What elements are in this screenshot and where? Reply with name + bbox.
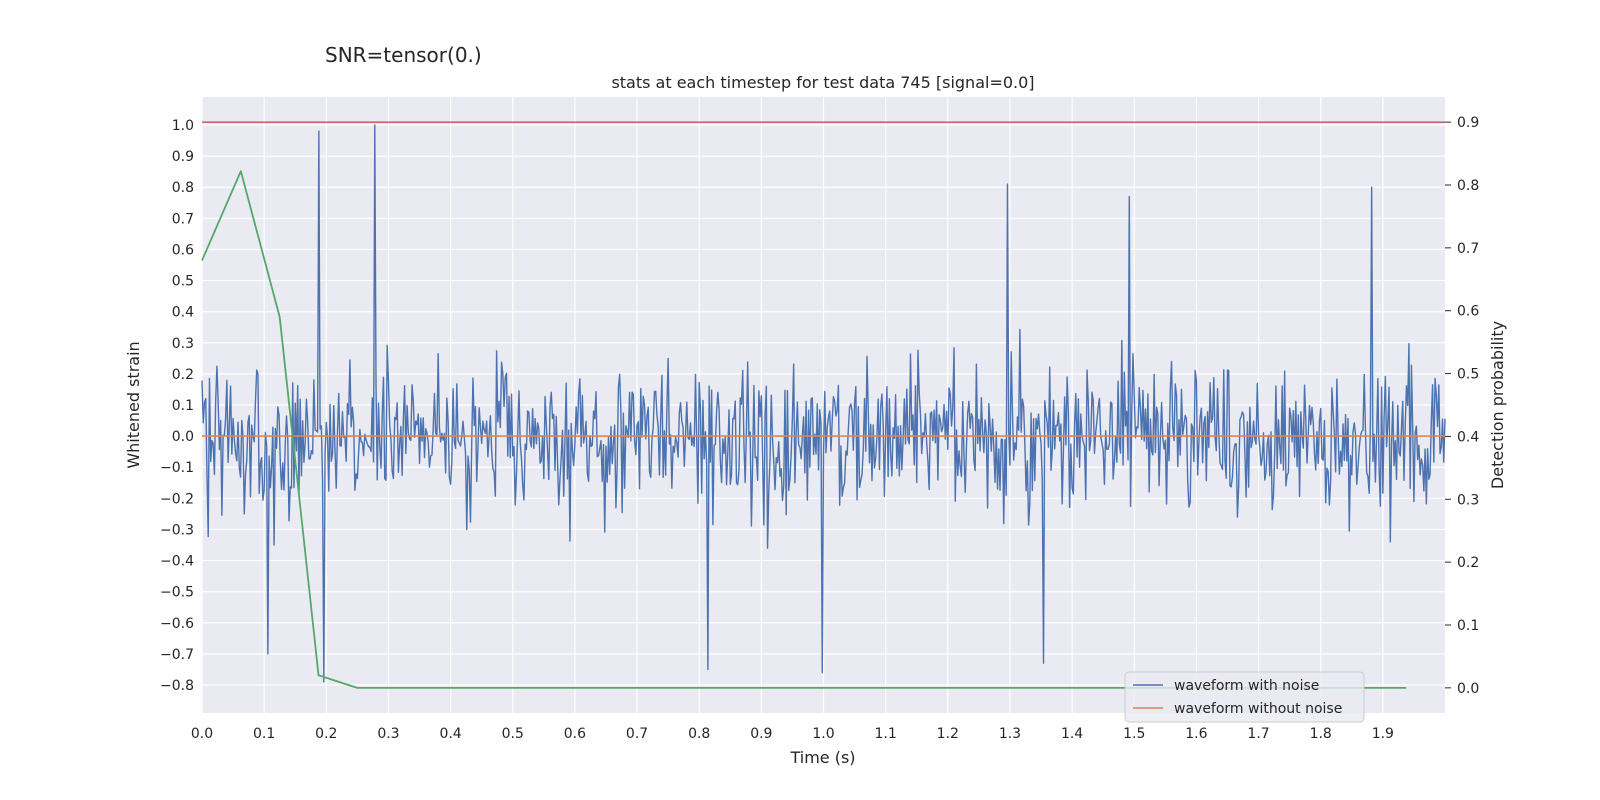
y-tick-label: −0.1 xyxy=(160,460,194,476)
x-tick-label: 0.3 xyxy=(377,726,399,742)
x-tick-label: 1.4 xyxy=(1061,726,1083,742)
y2-tick-label: 0.4 xyxy=(1457,429,1479,445)
y-tick-label: 1.0 xyxy=(172,118,194,134)
x-tick-label: 1.7 xyxy=(1247,726,1269,742)
figure-suptitle: SNR=tensor(0.) xyxy=(325,43,482,67)
x-axis-ticks: 0.0 0.1 0.2 0.3 0.4 0.5 0.6 0.7 0.8 0.9 1.0 1.1 1.2 1… xyxy=(191,726,1394,742)
x-axis-label: Time (s) xyxy=(789,748,855,767)
x-tick-label: 0.5 xyxy=(502,726,524,742)
x-tick-label: 0.1 xyxy=(253,726,275,742)
legend-label-waveform-with-noise: waveform with noise xyxy=(1174,678,1319,694)
y2-tick-label: 0.8 xyxy=(1457,178,1479,194)
y-tick-label: 0.6 xyxy=(172,242,194,258)
y-tick-label: −0.8 xyxy=(160,678,194,694)
y-tick-label: −0.6 xyxy=(160,616,194,632)
x-tick-label: 0.9 xyxy=(750,726,772,742)
x-tick-label: 1.3 xyxy=(999,726,1021,742)
y-tick-label: −0.2 xyxy=(160,491,194,507)
y-axis-label: Whitened strain xyxy=(124,341,143,468)
y2-axis-label: Detection probability xyxy=(1488,321,1507,489)
y2-tick-label: 0.3 xyxy=(1457,492,1479,508)
x-tick-label: 0.0 xyxy=(191,726,213,742)
y-axis-ticks: 1.0 0.9 0.8 0.7 0.6 0.5 0.4 0.3 0.2 0.1 0.0 −0.1 −0.… xyxy=(160,118,194,694)
legend-box xyxy=(1124,671,1365,723)
y2-tick-label: 0.6 xyxy=(1457,304,1479,320)
y-tick-label: 0.7 xyxy=(172,211,194,227)
x-tick-label: 1.2 xyxy=(937,726,959,742)
y2-tick-label: 0.1 xyxy=(1457,618,1479,634)
x-tick-label: 1.6 xyxy=(1185,726,1207,742)
y2-tick-label: 0.9 xyxy=(1457,115,1479,131)
chart-title: stats at each timestep for test data 745… xyxy=(611,73,1034,92)
y2-tick-label: 0.5 xyxy=(1457,367,1479,383)
y-tick-label: 0.5 xyxy=(172,274,194,290)
y-tick-label: 0.1 xyxy=(172,398,194,414)
y2-axis-ticks: 0.9 0.8 0.7 0.6 0.5 0.4 0.3 0.2 0.1 0.0 xyxy=(1445,115,1479,697)
x-tick-label: 1.1 xyxy=(875,726,897,742)
x-tick-label: 0.4 xyxy=(439,726,461,742)
x-tick-label: 1.0 xyxy=(812,726,834,742)
x-tick-label: 1.5 xyxy=(1123,726,1145,742)
x-tick-label: 0.7 xyxy=(626,726,648,742)
y-tick-label: −0.7 xyxy=(160,647,194,663)
y-tick-label: 0.9 xyxy=(172,149,194,165)
y-tick-label: 0.8 xyxy=(172,180,194,196)
x-tick-label: 1.9 xyxy=(1372,726,1394,742)
y-tick-label: 0.3 xyxy=(172,336,194,352)
y-tick-label: −0.3 xyxy=(160,522,194,538)
y-tick-label: 0.4 xyxy=(172,305,194,321)
x-tick-label: 0.6 xyxy=(564,726,586,742)
y2-tick-label: 0.7 xyxy=(1457,241,1479,257)
y-tick-label: 0.0 xyxy=(172,429,194,445)
x-tick-label: 0.2 xyxy=(315,726,337,742)
legend-label-waveform-without-noise: waveform without noise xyxy=(1174,701,1342,717)
y-tick-label: −0.5 xyxy=(160,585,194,601)
y2-tick-label: 0.0 xyxy=(1457,681,1479,697)
y-tick-label: 0.2 xyxy=(172,367,194,383)
y2-tick-label: 0.2 xyxy=(1457,555,1479,571)
x-tick-label: 1.8 xyxy=(1310,726,1332,742)
legend: waveform with noise waveform without noi… xyxy=(1124,671,1365,723)
x-tick-label: 0.8 xyxy=(688,726,710,742)
y-tick-label: −0.4 xyxy=(160,554,194,570)
